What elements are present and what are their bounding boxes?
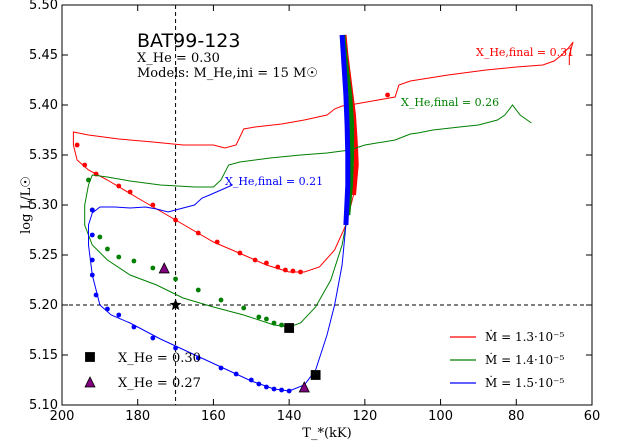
- x-tick-label: 160: [201, 409, 226, 424]
- chart-title: BAT99-123: [137, 30, 240, 52]
- legend-label: Ṁ = 1.5·10⁻⁵: [485, 375, 564, 390]
- series-3: X_He,final = 0.21: [88, 34, 351, 394]
- x-tick-label: 100: [428, 409, 453, 424]
- y-axis-label: log L/L☉: [19, 176, 34, 234]
- series-line: [84, 34, 532, 328]
- y-tick-label: 5.45: [29, 48, 58, 63]
- marker-legend-label: X_He = 0.27: [118, 376, 201, 391]
- data-point: [275, 264, 281, 270]
- data-point: [116, 312, 122, 318]
- y-tick-label: 5.30: [29, 198, 58, 213]
- x-axis-label: T_*(kK): [302, 426, 351, 441]
- series-final-label: X_He,final = 0.21: [225, 175, 323, 188]
- y-tick-label: 5.20: [29, 298, 58, 313]
- data-point: [248, 377, 254, 383]
- y-tick-label: 5.50: [29, 0, 58, 13]
- data-point: [385, 92, 390, 98]
- data-point: [116, 183, 122, 189]
- y-tick-label: 5.35: [29, 148, 58, 163]
- data-point: [298, 269, 303, 275]
- data-point: [195, 230, 201, 236]
- data-point: [150, 335, 156, 341]
- ticks-layer: 200 180 160 140 120 100 80 60 5.10 5.15 5.20 5.25 5.…: [29, 0, 600, 424]
- legend-label: Ṁ = 1.4·10⁻⁵: [485, 352, 564, 367]
- series-line: [88, 34, 349, 392]
- y-tick-label: 5.10: [29, 398, 58, 413]
- x-tick-label: 140: [277, 409, 302, 424]
- data-point: [89, 232, 95, 238]
- data-point: [256, 314, 262, 320]
- data-point: [131, 324, 137, 330]
- data-point: [279, 322, 284, 328]
- y-tick-label: 5.40: [29, 98, 58, 113]
- data-point: [218, 365, 224, 371]
- data-point: [173, 276, 178, 282]
- data-point: [86, 177, 91, 183]
- x-tick-label: 180: [125, 409, 150, 424]
- data-point: [195, 287, 201, 293]
- data-point: [105, 306, 110, 312]
- data-point: [271, 386, 277, 392]
- data-point: [150, 202, 156, 208]
- data-point: [82, 162, 88, 168]
- data-point: [264, 384, 269, 390]
- data-point: [173, 345, 178, 351]
- marker-legend-label: X_He = 0.30: [118, 351, 201, 366]
- legend: Ṁ = 1.3·10⁻⁵ Ṁ = 1.4·10⁻⁵ Ṁ = 1.5·10⁻⁵: [450, 329, 564, 390]
- data-point: [173, 217, 178, 223]
- data-point: [97, 234, 103, 240]
- data-point: [116, 254, 122, 260]
- data-point: [89, 272, 95, 278]
- data-point: [195, 355, 201, 361]
- data-point: [93, 292, 99, 298]
- square-marker: [310, 370, 321, 380]
- data-point: [218, 297, 224, 303]
- data-point: [271, 320, 277, 326]
- data-point: [150, 265, 156, 271]
- x-tick-label: 60: [584, 409, 601, 424]
- data-point: [264, 260, 269, 266]
- square-marker: [284, 323, 295, 333]
- data-point: [237, 250, 243, 256]
- legend-square-marker: [85, 352, 95, 362]
- data-point: [286, 388, 292, 394]
- series-final-label: X_He,final = 0.31: [476, 46, 574, 59]
- x-tick-label: 120: [352, 409, 377, 424]
- y-tick-label: 5.15: [29, 348, 58, 363]
- data-point: [252, 257, 258, 263]
- subtitle-xhe: X_He = 0.30: [137, 51, 220, 66]
- markers-layer: [158, 262, 321, 393]
- data-point: [264, 316, 269, 322]
- triangle-marker: [298, 381, 310, 393]
- x-tick-label: 200: [50, 409, 75, 424]
- series-layer: X_He,final = 0.31 X_He,final = 0.26 X_He,f…: [72, 34, 574, 394]
- data-point: [279, 387, 284, 393]
- data-point: [74, 142, 80, 148]
- data-point: [256, 381, 262, 387]
- data-point: [127, 189, 133, 195]
- data-point: [89, 207, 95, 213]
- subtitle-models: Models: M_He,ini = 15 M☉: [137, 66, 318, 81]
- data-point: [214, 239, 220, 245]
- data-point: [131, 258, 137, 264]
- series-final-label: X_He,final = 0.26: [401, 96, 499, 109]
- star-marker: [169, 298, 182, 311]
- data-point: [89, 257, 95, 263]
- series-line: [72, 34, 574, 273]
- legend-triangle-marker: [84, 376, 96, 388]
- legend-label: Ṁ = 1.3·10⁻⁵: [485, 329, 564, 344]
- data-point: [241, 305, 247, 311]
- series-line-thick: [339, 34, 351, 226]
- data-point: [105, 246, 110, 252]
- y-tick-label: 5.25: [29, 248, 58, 263]
- triangle-marker: [158, 262, 170, 274]
- reference-lines: [62, 5, 592, 405]
- marker-legend: X_He = 0.30 X_He = 0.27: [84, 351, 201, 391]
- data-point: [233, 371, 239, 377]
- data-point: [282, 267, 288, 273]
- data-point: [290, 268, 296, 274]
- x-tick-label: 80: [508, 409, 525, 424]
